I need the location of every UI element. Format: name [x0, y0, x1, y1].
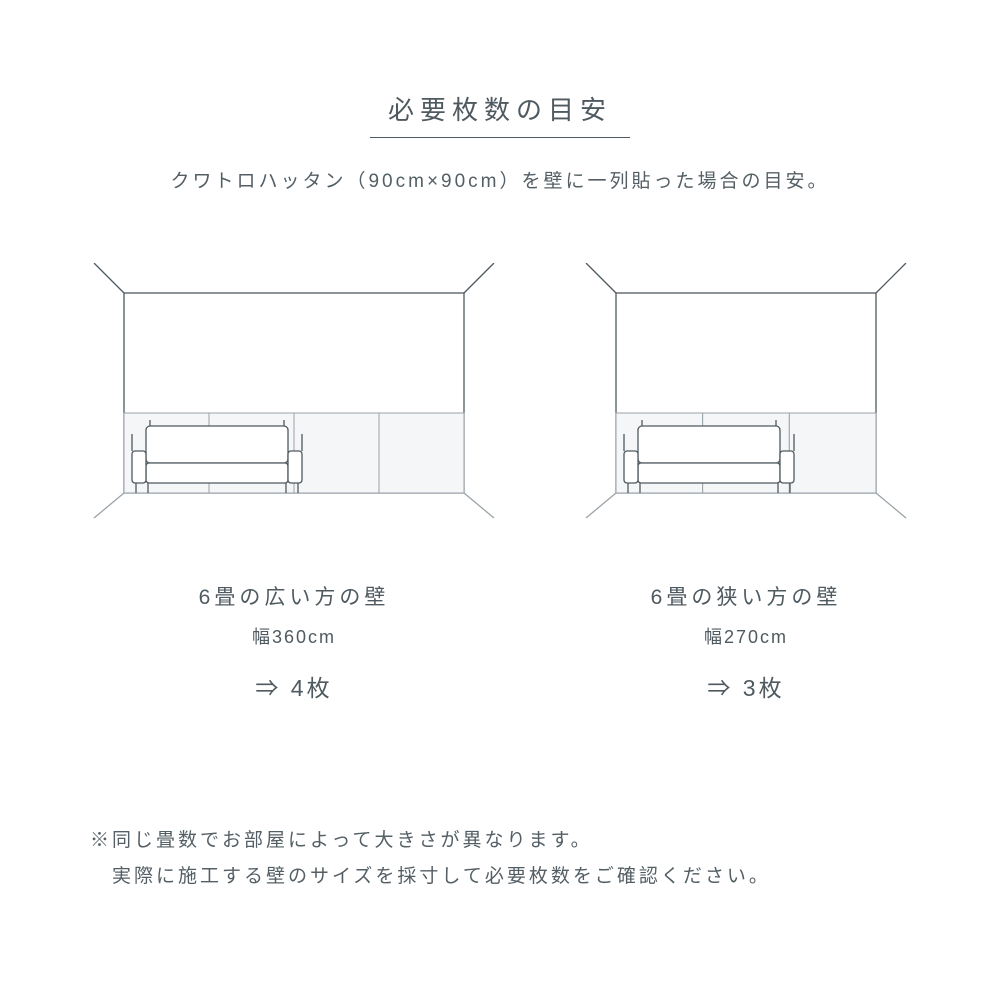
room-caption-width: 幅360cm	[252, 623, 336, 649]
room-cell-narrow: 6畳の狭い方の壁幅270cm ⇒ 3枚	[566, 263, 926, 703]
room-caption-count: ⇒ 4枚	[255, 669, 332, 703]
room-caption-title: 6畳の広い方の壁	[199, 581, 390, 611]
room-caption-count: ⇒ 3枚	[707, 669, 784, 703]
room-caption-width: 幅270cm	[704, 623, 788, 649]
sofa-icon	[624, 420, 794, 493]
footnote-line1: ※同じ畳数でお部屋によって大きさが異なります。	[90, 830, 593, 851]
wall-panel	[294, 413, 379, 493]
page-subtitle: クワトロハッタン（90cm×90cm）を壁に一列貼った場合の目安。	[70, 166, 930, 193]
diagram-row: 6畳の広い方の壁幅360cm ⇒ 4枚 6畳の狭い方の壁幅270cm ⇒ 3枚	[70, 263, 930, 703]
wall-panel	[789, 413, 876, 493]
footnote: ※同じ畳数でお部屋によって大きさが異なります。 実際に施工する壁のサイズを採寸し…	[70, 823, 930, 895]
footnote-line2: 実際に施工する壁のサイズを採寸して必要枚数をご確認ください。	[90, 866, 771, 887]
room-cell-wide: 6畳の広い方の壁幅360cm ⇒ 4枚	[74, 263, 514, 703]
page-title: 必要枚数の目安	[370, 90, 630, 138]
room-diagram-narrow	[566, 263, 926, 553]
wall-panel	[379, 413, 464, 493]
room-caption-title: 6畳の狭い方の壁	[651, 581, 842, 611]
room-diagram-wide	[74, 263, 514, 553]
sofa-icon	[132, 420, 302, 493]
